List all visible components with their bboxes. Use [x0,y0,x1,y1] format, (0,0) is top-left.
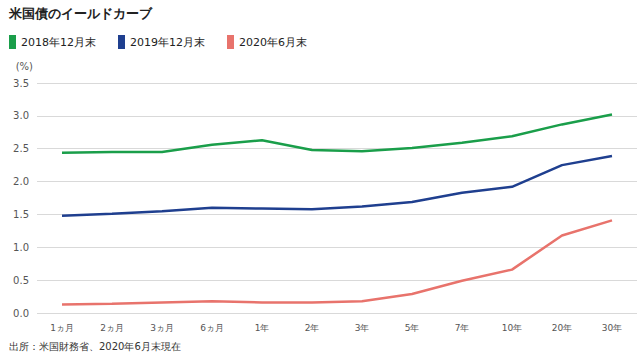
svg-text:6ヵ月: 6ヵ月 [200,323,224,333]
svg-text:2ヵ月: 2ヵ月 [100,323,124,333]
svg-text:1年: 1年 [255,323,270,333]
svg-text:1.5: 1.5 [13,209,29,220]
svg-text:20年: 20年 [552,323,572,333]
svg-text:2020年6月末: 2020年6月末 [239,36,307,49]
svg-text:30年: 30年 [602,323,622,333]
svg-text:7年: 7年 [455,323,470,333]
svg-text:2018年12月末: 2018年12月末 [21,36,96,49]
svg-text:1.0: 1.0 [13,242,29,253]
svg-text:米国債のイールドカーブ: 米国債のイールドカーブ [8,6,153,21]
svg-text:(%): (%) [16,61,33,72]
svg-text:出所：米国財務省、2020年6月末現在: 出所：米国財務省、2020年6月末現在 [9,341,181,352]
svg-text:2.0: 2.0 [13,176,29,187]
svg-text:2019年12月末: 2019年12月末 [130,36,205,49]
svg-text:5年: 5年 [405,323,420,333]
svg-text:0.0: 0.0 [13,308,29,319]
svg-text:1ヵ月: 1ヵ月 [50,323,74,333]
svg-text:10年: 10年 [502,323,522,333]
svg-text:3年: 3年 [355,323,370,333]
svg-text:3.5: 3.5 [13,78,29,89]
svg-text:3ヵ月: 3ヵ月 [150,323,174,333]
svg-text:3.0: 3.0 [13,110,29,121]
svg-text:2.5: 2.5 [13,143,29,154]
svg-text:0.5: 0.5 [13,275,29,286]
svg-text:2年: 2年 [305,323,320,333]
